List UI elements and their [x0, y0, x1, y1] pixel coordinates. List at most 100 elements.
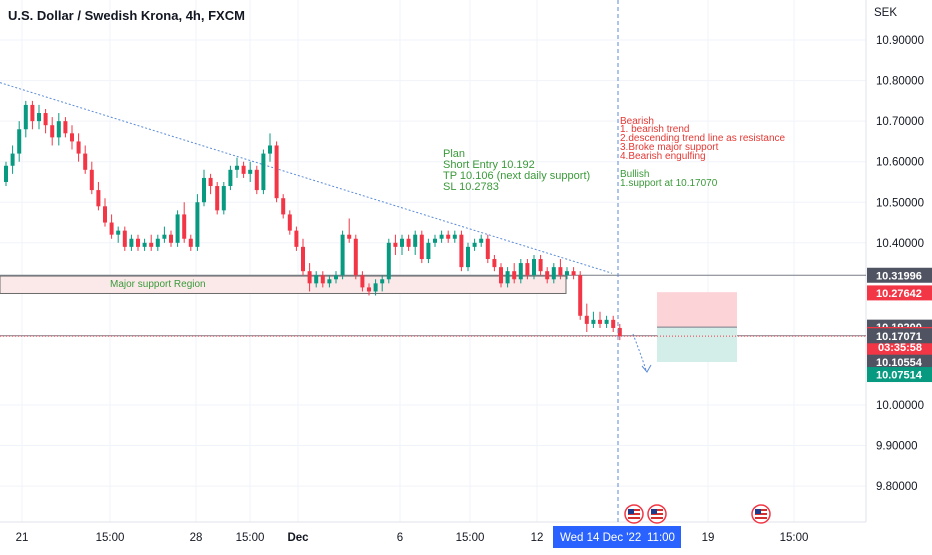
price-tag: [867, 267, 932, 283]
candle-bullish: [327, 275, 332, 288]
candle-body: [373, 283, 378, 292]
time-tick-label: 19: [702, 532, 715, 544]
candle-bullish: [10, 145, 15, 174]
currency-label: SEK: [874, 7, 897, 19]
us-flag-icon[interactable]: [647, 504, 667, 524]
candle-body: [50, 125, 55, 138]
price-tag-countdown: 03:35:58: [878, 342, 922, 354]
price-tag: [867, 354, 932, 370]
price-axis[interactable]: 10.90000 10.80000 10.70000 10.60000 10.50000…: [876, 35, 924, 493]
candle-body: [452, 234, 457, 239]
candle-bullish: [505, 267, 510, 288]
candle-body: [129, 238, 134, 247]
plan-line: Plan: [443, 148, 465, 160]
candle-bullish: [532, 254, 536, 280]
candle-body: [30, 104, 35, 122]
candle-body: [103, 206, 107, 223]
plan-line: TP 10.106 (next daily support): [443, 170, 590, 182]
short-position-tool[interactable]: [657, 292, 737, 363]
candle-bearish: [538, 254, 543, 276]
candle-bearish: [611, 315, 616, 333]
candle-bullish: [155, 234, 160, 251]
candle-bearish: [122, 226, 127, 251]
price-tick-label: 10.40000: [876, 238, 924, 250]
candle-bullish: [551, 263, 556, 284]
candle-bullish: [340, 230, 345, 280]
plan-line: Short Entry 10.192: [443, 159, 535, 171]
candle-body: [492, 259, 497, 268]
candle-body: [499, 267, 503, 284]
candle-bearish: [617, 323, 622, 341]
price-tick-label: 10.60000: [876, 157, 924, 169]
price-tick-label: 10.90000: [876, 35, 924, 47]
candle-bullish: [221, 181, 226, 215]
candle-bullish: [195, 194, 200, 251]
candle-body: [360, 275, 365, 288]
candle-bearish: [188, 234, 193, 251]
candle-bearish: [63, 117, 68, 138]
candle-body: [307, 271, 312, 284]
candle-bullish: [472, 238, 477, 251]
candle-bullish: [479, 234, 484, 247]
candle-bullish: [604, 315, 609, 328]
candle-body: [241, 165, 246, 174]
candle-bearish: [393, 234, 398, 255]
time-axis-highlight: Wed 14 Dec '22 11:00: [553, 526, 681, 548]
candle-bullish: [56, 113, 61, 146]
candle-body: [142, 242, 147, 247]
price-tick-label: 9.90000: [876, 441, 918, 453]
candle-body: [116, 230, 121, 235]
candle-bearish: [347, 218, 352, 243]
candle-bearish: [30, 100, 35, 130]
time-tick-label: 15:00: [456, 532, 485, 544]
candle-body: [400, 238, 404, 247]
us-flag-icon[interactable]: [624, 504, 644, 524]
price-tag: [867, 285, 932, 301]
candle-bearish: [281, 194, 286, 219]
candle-bullish: [466, 242, 470, 272]
candle-bearish: [512, 263, 517, 284]
candle-bearish: [50, 117, 55, 146]
candle-bearish: [70, 125, 74, 150]
time-axis[interactable]: 21 15:00 28 15:00 Dec 6 15:00 12 19 15:00: [16, 532, 809, 544]
candle-bullish: [452, 230, 457, 243]
bullish-line: Bullish: [620, 169, 649, 180]
candle-bearish: [109, 214, 114, 239]
candle-body: [320, 275, 325, 284]
candle-bearish: [182, 202, 187, 243]
candle-body: [433, 238, 437, 243]
price-tags: 10.3199610.2764210.1920010.1726503:35:58…: [867, 267, 932, 383]
price-tick-label: 9.80000: [876, 481, 918, 493]
candle-body: [611, 319, 616, 328]
price-tag-label: 10.17071: [876, 331, 922, 343]
candle-body: [221, 186, 226, 211]
candle-body: [413, 234, 418, 247]
candle-body: [558, 267, 563, 276]
support-zone-label: Major support Region: [110, 279, 206, 290]
candle-body: [294, 230, 299, 247]
candle-bullish: [268, 133, 272, 162]
candle-body: [406, 238, 411, 247]
economic-events[interactable]: [624, 504, 771, 524]
candle-bearish: [446, 230, 451, 243]
plan-line: SL 10.2783: [443, 181, 499, 193]
candle-bearish: [571, 267, 576, 280]
us-flag-icon[interactable]: [751, 504, 771, 524]
candle-bearish: [545, 267, 550, 284]
descending-trendline[interactable]: [0, 82, 613, 274]
candle-bearish: [103, 198, 107, 227]
bullish-annotation: Bullish 1.support at 10.17070: [620, 169, 718, 189]
candle-body: [518, 263, 523, 280]
candle-body: [56, 121, 61, 138]
candle-body: [314, 275, 319, 284]
candle-bearish: [525, 259, 530, 280]
candle-bullish: [261, 149, 266, 195]
candle-bearish: [485, 234, 490, 264]
candle-body: [505, 271, 510, 284]
candle-bearish: [208, 173, 213, 195]
candle-body: [23, 104, 28, 130]
bearish-line: Bearish: [620, 116, 654, 127]
candle-bearish: [598, 311, 602, 328]
stop-loss-zone: [657, 292, 737, 328]
candle-body: [617, 327, 622, 337]
